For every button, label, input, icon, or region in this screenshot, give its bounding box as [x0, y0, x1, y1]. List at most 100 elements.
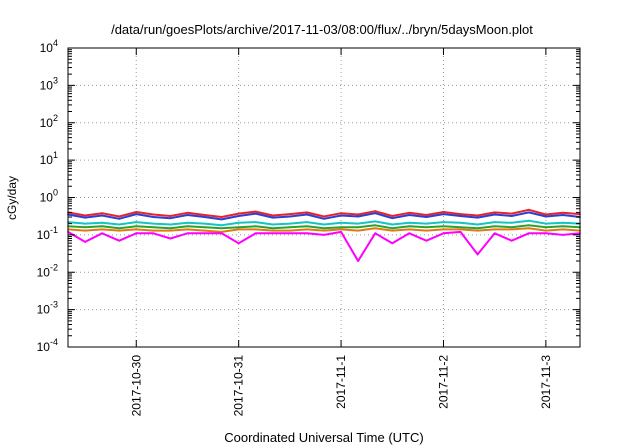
data-point — [118, 215, 121, 218]
data-point — [374, 224, 377, 227]
data-point — [340, 226, 342, 229]
data-point — [101, 212, 103, 215]
data-point — [425, 229, 428, 232]
data-point — [357, 229, 359, 232]
data-point — [323, 217, 325, 220]
data-point — [510, 226, 513, 229]
data-point — [169, 237, 172, 240]
data-point — [425, 239, 428, 242]
x-axis-label: Coordinated Universal Time (UTC) — [224, 430, 423, 445]
data-point — [476, 229, 479, 232]
data-point — [289, 226, 291, 229]
data-point — [186, 214, 189, 216]
x-tick-label: 2017-11-2 — [436, 355, 450, 409]
data-point — [289, 215, 291, 218]
data-point — [408, 211, 411, 214]
data-point — [562, 211, 564, 214]
data-point — [374, 220, 377, 223]
data-point — [101, 228, 103, 231]
data-point — [169, 223, 172, 226]
data-point — [340, 221, 342, 224]
data-point — [152, 216, 155, 218]
data-point — [271, 232, 274, 235]
data-point — [203, 214, 206, 216]
y-tick-label: 104 — [40, 38, 58, 55]
data-point — [374, 212, 377, 215]
data-point — [169, 215, 172, 217]
data-point — [425, 214, 428, 216]
data-point — [425, 226, 428, 229]
data-point — [186, 232, 189, 235]
data-point — [510, 215, 513, 217]
data-point — [289, 213, 291, 216]
data-point — [118, 223, 121, 226]
data-point — [254, 232, 257, 235]
data-point — [118, 239, 121, 242]
data-point — [84, 229, 86, 232]
data-point — [237, 221, 240, 224]
data-point — [545, 213, 547, 216]
data-point — [442, 213, 445, 216]
series-group — [67, 208, 581, 262]
data-point — [323, 229, 325, 232]
data-point — [237, 215, 240, 217]
data-point — [545, 229, 547, 232]
data-point — [254, 210, 257, 213]
data-point — [459, 215, 462, 217]
data-point — [408, 225, 411, 228]
data-point — [169, 227, 172, 230]
series-5 — [67, 227, 581, 233]
data-point — [152, 229, 155, 232]
data-point — [340, 228, 342, 231]
data-point — [101, 225, 103, 228]
data-point — [459, 228, 462, 231]
data-point — [459, 231, 462, 233]
data-point — [84, 214, 86, 217]
data-point — [476, 227, 479, 230]
data-point — [357, 260, 359, 262]
data-point — [408, 228, 411, 231]
data-point — [220, 227, 223, 230]
data-point — [476, 214, 479, 217]
data-point — [101, 214, 103, 217]
data-point — [408, 221, 411, 224]
data-point — [254, 225, 257, 228]
data-point — [442, 225, 445, 228]
data-point — [271, 227, 274, 230]
data-point — [152, 222, 155, 225]
data-point — [135, 228, 138, 231]
data-point — [237, 212, 240, 215]
data-point — [391, 215, 394, 217]
y-tick-label: 10-3 — [37, 300, 58, 317]
data-point — [135, 225, 138, 228]
data-point — [271, 223, 274, 226]
x-tick-label: 2017-10-30 — [129, 355, 143, 417]
data-point — [562, 214, 564, 216]
data-point — [510, 239, 513, 242]
data-point — [118, 217, 121, 220]
data-point — [271, 216, 274, 219]
data-point — [510, 212, 513, 215]
data-point — [391, 229, 394, 232]
data-point — [135, 211, 138, 213]
data-point — [101, 221, 103, 224]
data-point — [527, 224, 530, 227]
data-point — [425, 222, 428, 225]
data-point — [152, 226, 155, 229]
data-point — [237, 228, 240, 231]
y-tick-label: 103 — [40, 75, 58, 92]
data-point — [220, 216, 223, 218]
data-point — [493, 211, 496, 214]
data-point — [84, 241, 86, 243]
data-point — [408, 214, 411, 216]
data-point — [340, 214, 342, 217]
data-point — [135, 232, 138, 235]
data-point — [323, 234, 325, 236]
data-point — [391, 227, 394, 230]
data-point — [169, 217, 172, 220]
data-point — [442, 221, 445, 224]
data-point — [323, 215, 325, 218]
data-point — [203, 229, 206, 232]
data-point — [118, 229, 121, 232]
data-point — [84, 222, 86, 225]
